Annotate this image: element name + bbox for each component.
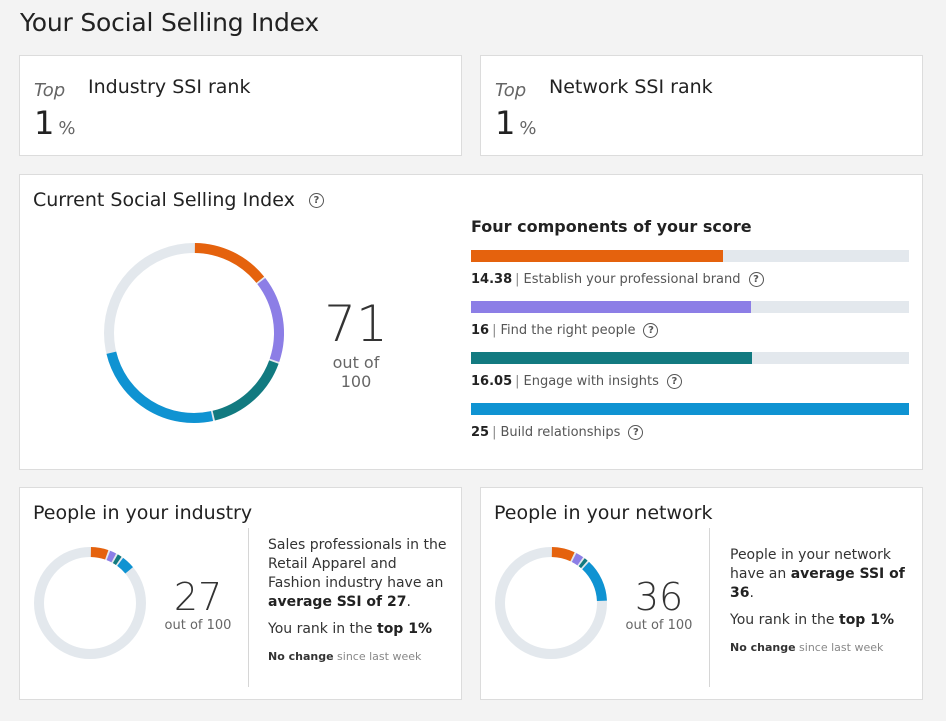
industry-donut-segment-1: [90, 547, 109, 560]
network-score-sub: out of 100: [625, 618, 693, 633]
component-relationships: 25 | Build relationships?: [471, 403, 909, 441]
question-circle-icon[interactable]: ?: [308, 193, 324, 208]
ssi-donut-segment-4: [106, 351, 214, 423]
network-donut-track: [495, 547, 607, 659]
question-circle-icon[interactable]: ?: [666, 374, 682, 389]
network-donut-segment-2: [571, 553, 584, 566]
network-change-text: No change since last week: [730, 641, 884, 654]
component-value: 25: [471, 425, 490, 440]
network-rank-value: 1: [495, 104, 516, 142]
industry-score-sub: out of 100: [164, 618, 232, 633]
industry-donut-segment-3: [112, 554, 122, 566]
network-donut-chart: [495, 547, 607, 659]
network-people-heading: People in your network: [494, 502, 713, 524]
industry-rank-title: Industry SSI rank: [88, 76, 251, 98]
ssi-score-sub: out of 100: [332, 353, 380, 391]
industry-donut-segments: [90, 547, 133, 574]
component-label: Establish your professional brand: [523, 272, 741, 287]
industry-avg-text: Sales professionals in the Retail Appare…: [268, 537, 447, 610]
component-people: 16 | Find the right people?: [471, 301, 909, 339]
question-circle-icon[interactable]: ?: [628, 425, 644, 440]
industry-score-value: 27: [173, 575, 223, 619]
network-people-card: People in your network 36 out of 100 Peo…: [480, 487, 923, 700]
industry-divider: [248, 528, 249, 687]
network-donut-segment-1: [551, 547, 575, 562]
industry-donut-segment-2: [106, 550, 117, 563]
component-label-line: 25 | Build relationships?: [471, 425, 909, 441]
network-rank-unit: %: [519, 118, 537, 139]
industry-donut-chart: [34, 547, 146, 659]
component-value: 16.05: [471, 374, 513, 389]
components-heading: Four components of your score: [471, 217, 752, 236]
industry-people-card: People in your industry 27 out of 100 Sa…: [19, 487, 462, 700]
industry-donut-track: [34, 547, 146, 659]
question-circle-icon[interactable]: ?: [748, 272, 764, 287]
component-label: Find the right people: [500, 323, 636, 338]
industry-rank-value: 1: [34, 104, 55, 142]
ssi-score: 71 out of 100: [316, 299, 396, 391]
network-score-value: 36: [634, 575, 684, 619]
component-insights: 16.05 | Engage with insights?: [471, 352, 909, 390]
question-circle-icon[interactable]: ?: [643, 323, 659, 338]
network-avg-text: People in your network have an average S…: [730, 547, 905, 601]
network-divider: [709, 528, 710, 687]
industry-rank-top-label: Top: [34, 80, 66, 101]
network-score: 36 out of 100: [619, 578, 699, 633]
component-label: Build relationships: [500, 425, 621, 440]
network-donut-segment-4: [582, 561, 607, 602]
industry-rank-card: Top 1% Industry SSI rank: [19, 55, 462, 156]
component-bar-track: [471, 352, 909, 364]
component-label-line: 16.05 | Engage with insights?: [471, 374, 909, 390]
current-ssi-heading: Current Social Selling Index ?: [33, 189, 324, 211]
industry-change-text: No change since last week: [268, 650, 422, 663]
component-bar-fill: [471, 352, 753, 364]
network-donut-segment-3: [578, 558, 588, 569]
component-value: 14.38: [471, 272, 513, 287]
component-bar-track: [471, 301, 909, 313]
industry-rank-unit: %: [58, 118, 76, 139]
ssi-donut-segments: [106, 243, 284, 423]
component-bar-track: [471, 403, 909, 415]
industry-rank-value-wrap: 1%: [34, 104, 75, 142]
ssi-score-value: 71: [324, 295, 388, 353]
network-donut-segments: [551, 547, 607, 602]
ssi-donut-segment-2: [257, 278, 284, 362]
current-ssi-card: Current Social Selling Index ? 71 out of…: [19, 174, 923, 470]
network-rank-top-label: Top: [495, 80, 527, 101]
industry-description: Sales professionals in the Retail Appare…: [268, 536, 448, 666]
network-rank-card: Top 1% Network SSI rank: [480, 55, 923, 156]
industry-score: 27 out of 100: [158, 578, 238, 633]
component-label-line: 14.38 | Establish your professional brand?: [471, 272, 909, 288]
component-bar-fill: [471, 403, 909, 415]
industry-rank-text: You rank in the top 1%: [268, 621, 432, 637]
component-bar-fill: [471, 250, 723, 262]
score-components: Four components of your score 14.38 | Esta…: [471, 217, 909, 454]
component-brand: 14.38 | Establish your professional brand?: [471, 250, 909, 288]
network-rank-value-wrap: 1%: [495, 104, 536, 142]
network-rank-text: You rank in the top 1%: [730, 612, 894, 628]
component-value: 16: [471, 323, 490, 338]
ssi-donut-chart: [104, 243, 284, 423]
component-bar-fill: [471, 301, 752, 313]
network-rank-title: Network SSI rank: [549, 76, 713, 98]
ssi-donut-segment-3: [212, 360, 279, 421]
current-ssi-title: Current Social Selling Index: [33, 189, 295, 211]
industry-people-heading: People in your industry: [33, 502, 253, 524]
component-bar-track: [471, 250, 909, 262]
ssi-donut-segment-1: [194, 243, 265, 283]
industry-donut-segment-4: [117, 557, 133, 574]
network-description: People in your network have an average S…: [730, 546, 905, 657]
component-label-line: 16 | Find the right people?: [471, 323, 909, 339]
component-label: Engage with insights: [523, 374, 659, 389]
page-title: Your Social Selling Index: [20, 8, 319, 37]
